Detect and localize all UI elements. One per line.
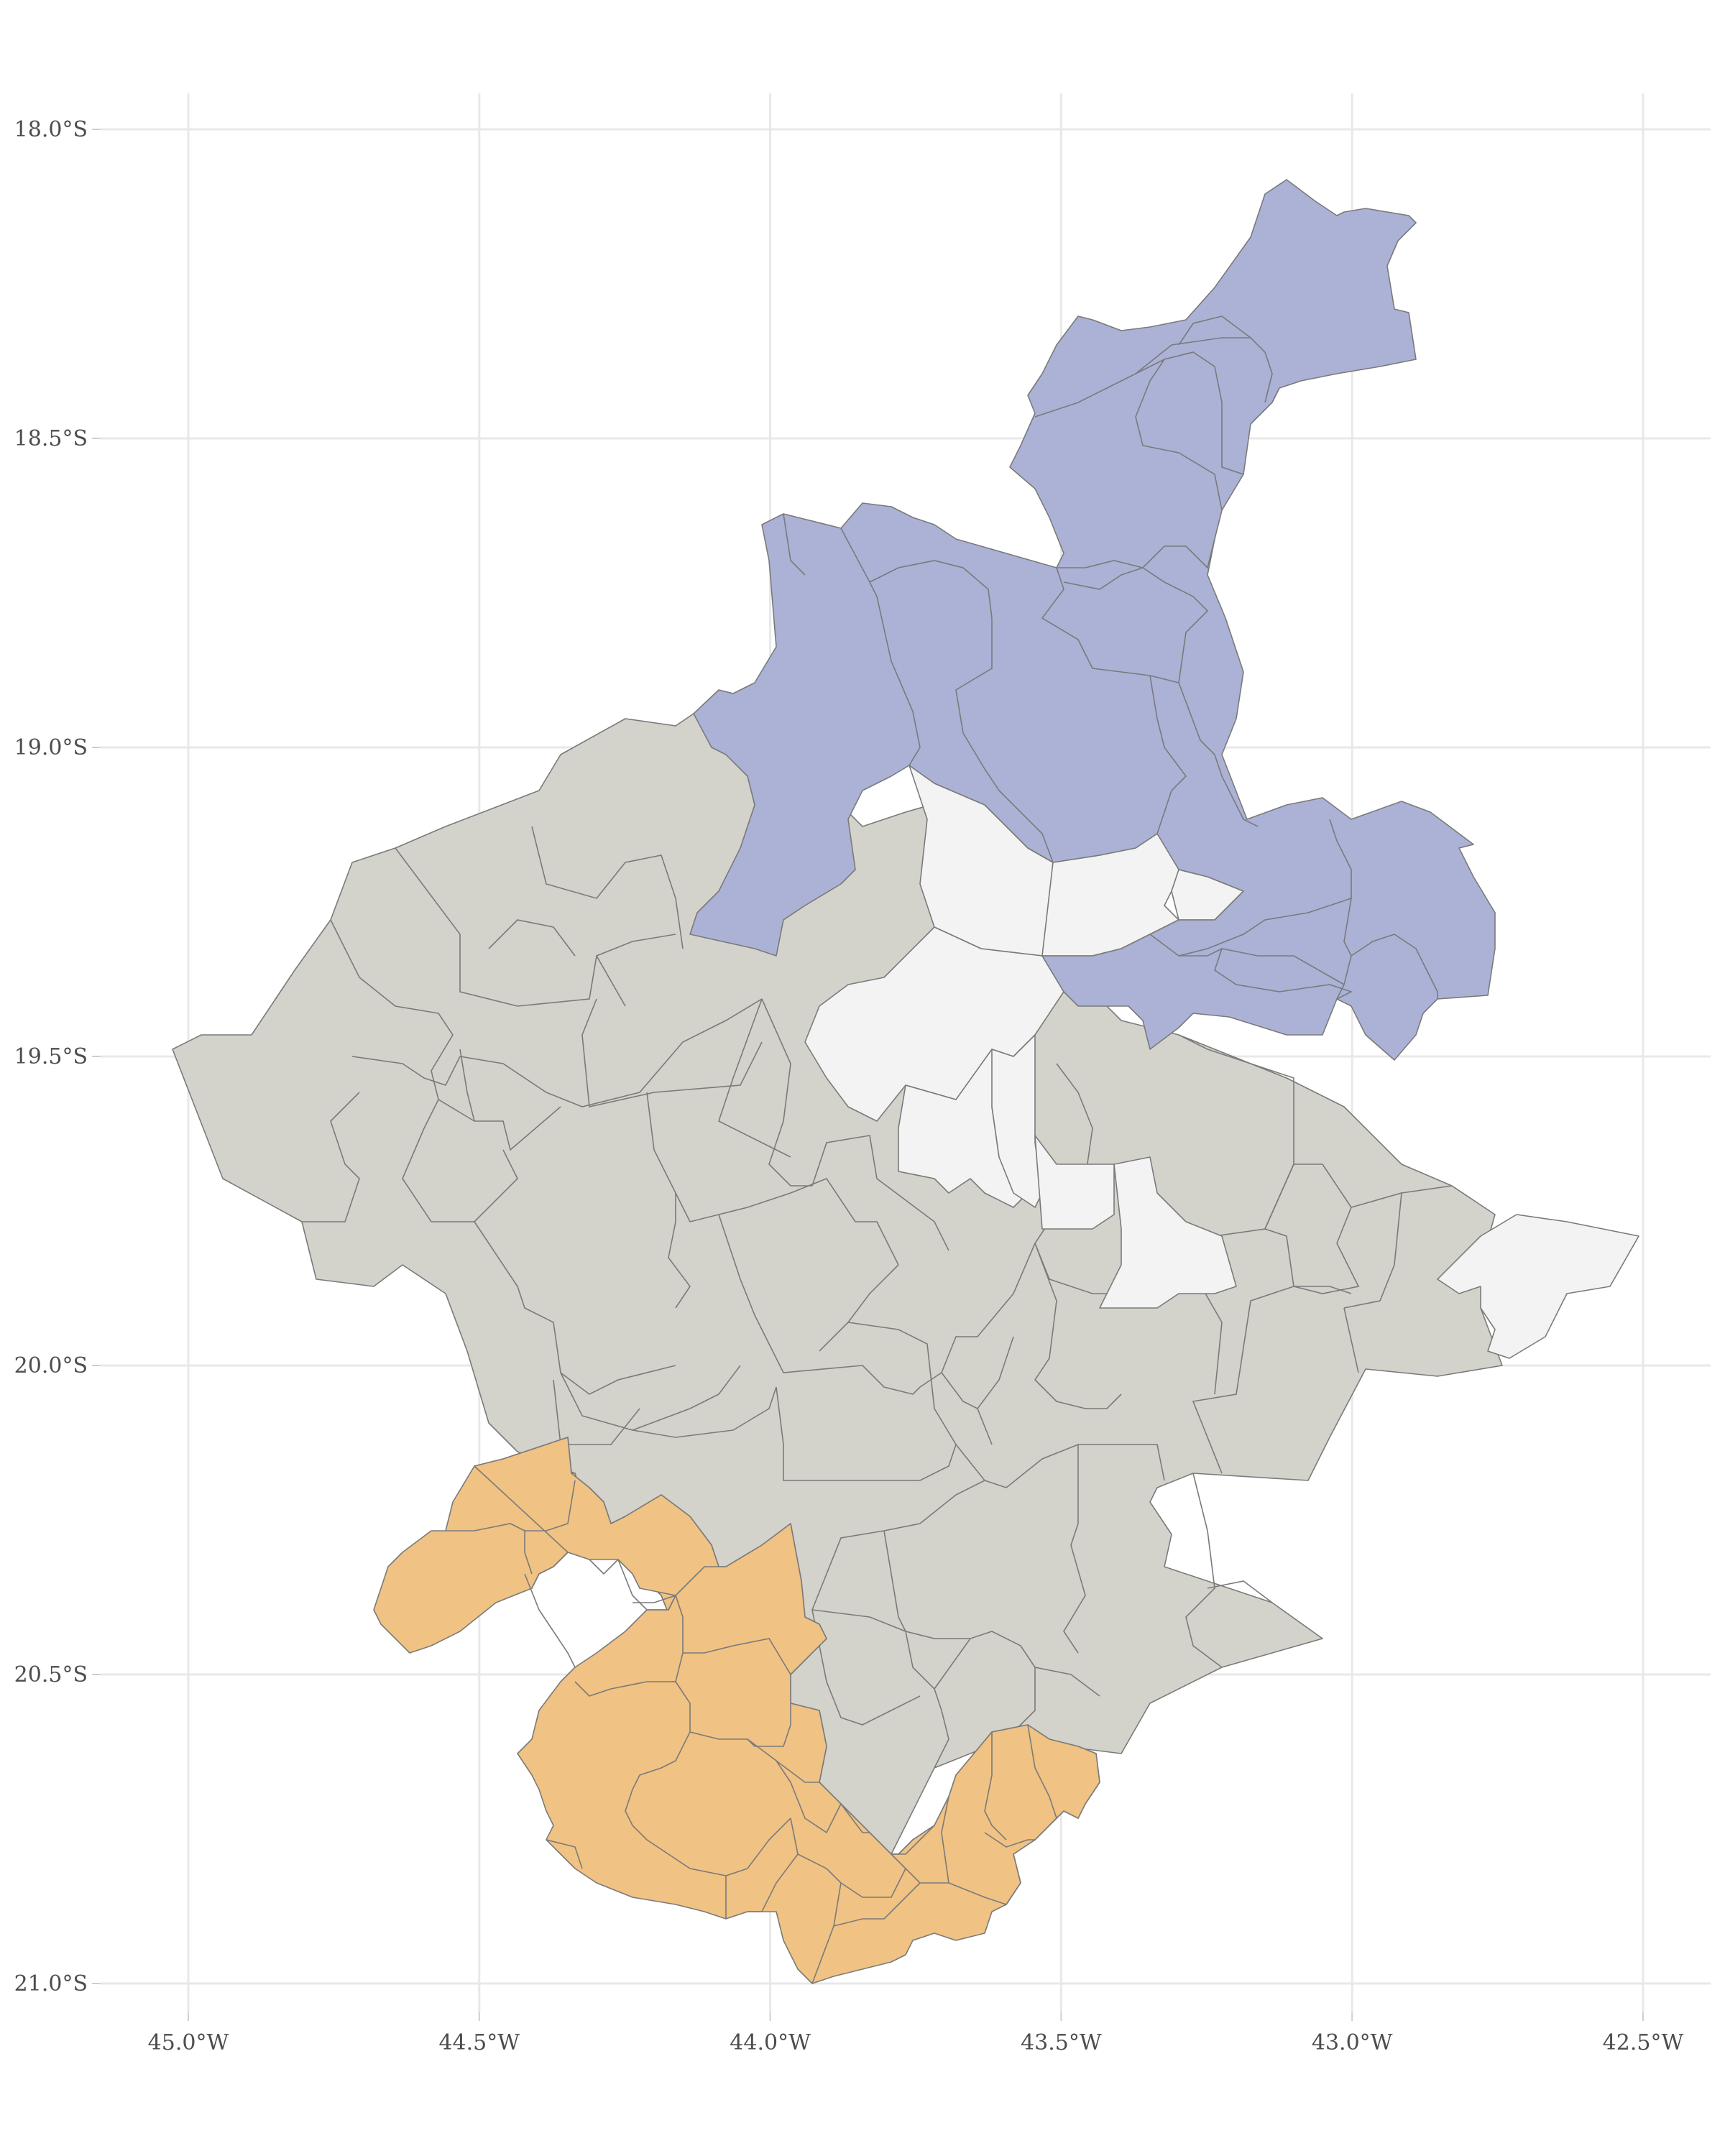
y-tick-label: 21.0°S [14, 1971, 88, 1996]
y-tick-label: 20.5°S [14, 1662, 88, 1687]
graticule [101, 93, 1711, 2012]
y-tick-label: 18.0°S [14, 117, 88, 142]
gray-internal-borders [302, 826, 1453, 1769]
x-axis: 45.0°W 44.5°W 44.0°W 43.5°W 43.0°W 42.5°W [148, 2012, 1684, 2055]
municipality-regions [172, 179, 1639, 1984]
x-tick-label: 43.5°W [1021, 2030, 1102, 2055]
north-internal-borders [783, 315, 1438, 1000]
x-tick-label: 44.5°W [438, 2030, 520, 2055]
y-tick-label: 19.5°S [14, 1044, 88, 1069]
south-internal-borders [446, 1480, 1057, 1984]
y-axis: 18.0°S 18.5°S 19.0°S 19.5°S 20.0°S 20.5°S 21.0… [14, 117, 101, 1996]
x-tick-label: 42.5°W [1603, 2030, 1684, 2055]
x-tick-label: 45.0°W [148, 2030, 229, 2055]
y-tick-label: 18.5°S [14, 426, 88, 451]
region-white-9 [1437, 1214, 1639, 1359]
region-north-cluster [689, 179, 1496, 1061]
region-white-7 [1034, 1135, 1115, 1230]
region-white-4 [991, 1034, 1043, 1208]
y-tick-label: 19.0°S [14, 735, 88, 760]
y-tick-label: 20.0°S [14, 1353, 88, 1378]
x-tick-label: 44.0°W [730, 2030, 811, 2055]
region-white-8 [1099, 1156, 1237, 1309]
x-tick-label: 43.0°W [1312, 2030, 1393, 2055]
